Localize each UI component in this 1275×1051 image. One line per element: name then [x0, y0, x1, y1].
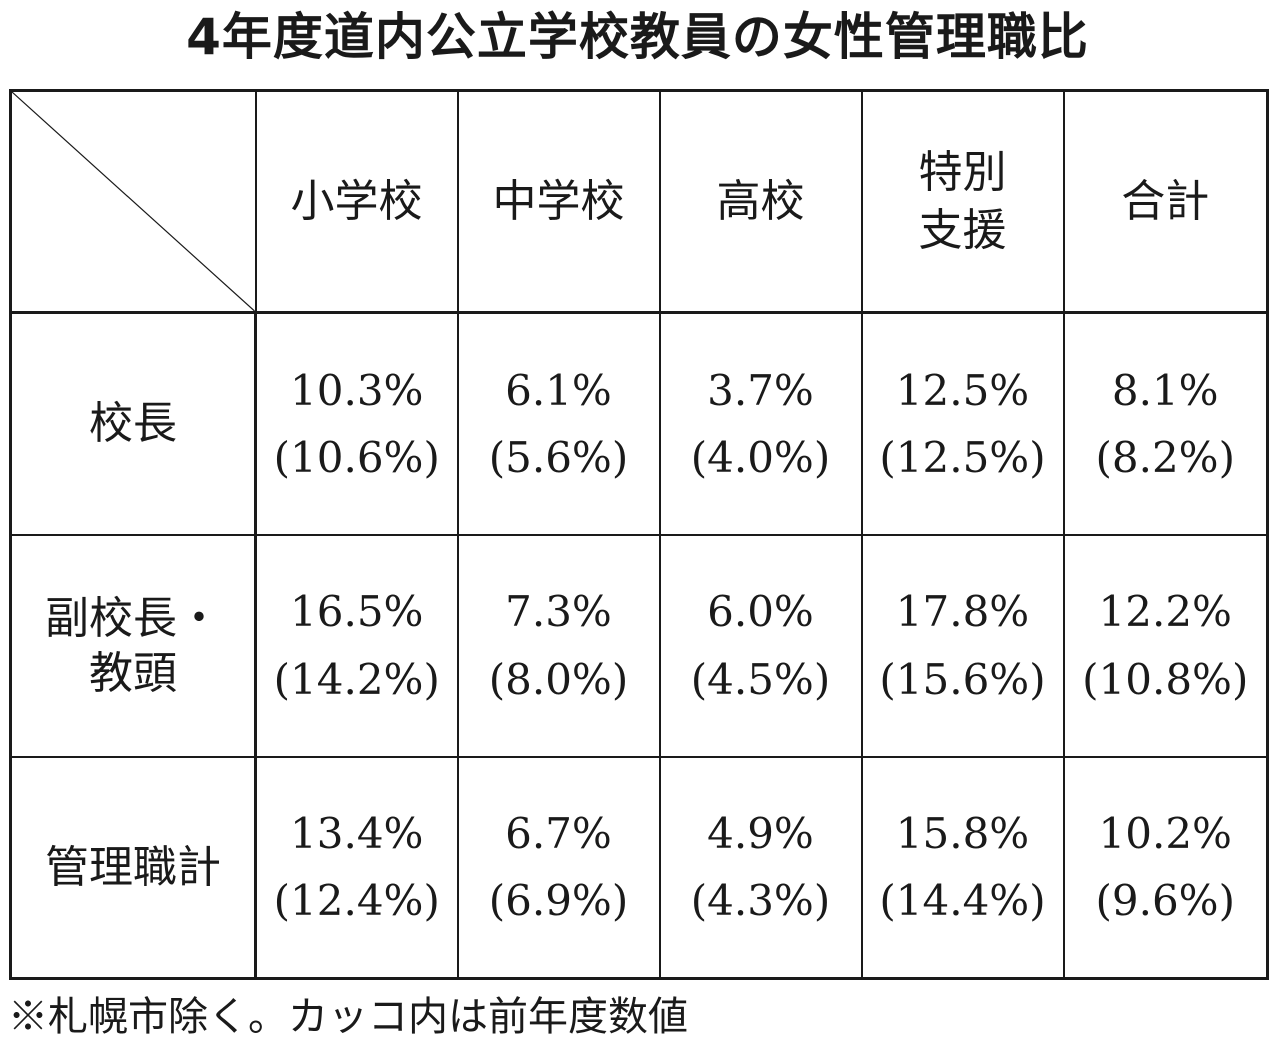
current-value: 16.5% [290, 587, 424, 637]
previous-value: (6.9%) [488, 876, 629, 926]
data-cell: 6.1% (5.6%) [456, 311, 661, 536]
current-value: 12.5% [895, 365, 1030, 415]
row-header-vice-principal: 副校長・ 教頭 [9, 533, 257, 758]
row-principal: 校長 10.3% (10.6%) 6.1% (5.6%) 3.7% (4.0%)… [9, 311, 1269, 536]
previous-value: (8.0%) [488, 654, 629, 704]
previous-value: (8.2%) [1095, 432, 1235, 482]
data-cell: 12.2% (10.8%) [1062, 533, 1269, 758]
current-value: 6.0% [707, 587, 814, 637]
ratio-table: 小学校 中学校 高校 特別 支援 合計 校長 10.3% (10.6%) 6.1… [9, 89, 1269, 980]
data-cell: 6.7% (6.9%) [456, 755, 661, 980]
current-value: 13.4% [290, 809, 424, 859]
column-header-total: 合計 [1062, 89, 1269, 314]
data-cell: 8.1% (8.2%) [1062, 311, 1269, 536]
row-header-line: 管理職計 [45, 841, 221, 893]
data-cell: 4.9% (4.3%) [658, 755, 863, 980]
previous-value: (12.4%) [273, 876, 440, 926]
column-header-junior-high: 中学校 [456, 89, 661, 314]
current-value: 12.2% [1098, 587, 1232, 637]
footnote: ※札幌市除く。カッコ内は前年度数値 [8, 994, 688, 1040]
column-header-high-school: 高校 [658, 89, 863, 314]
data-cell: 17.8% (15.6%) [860, 533, 1065, 758]
current-value: 4.9% [707, 809, 814, 859]
column-header-line: 中学校 [492, 175, 625, 227]
data-cell: 6.0% (4.5%) [658, 533, 863, 758]
data-cell: 10.2% (9.6%) [1062, 755, 1269, 980]
column-header-special-support: 特別 支援 [860, 89, 1065, 314]
previous-value: (4.3%) [690, 876, 831, 926]
row-header-line: 副校長・ [45, 592, 221, 644]
current-value: 7.3% [505, 587, 612, 637]
current-value: 17.8% [895, 587, 1030, 637]
row-header-line: 教頭 [89, 647, 177, 699]
column-header-line: 支援 [918, 204, 1007, 256]
previous-value: (10.8%) [1082, 654, 1249, 704]
row-vice-principal: 副校長・ 教頭 16.5% (14.2%) 7.3% (8.0%) 6.0% (… [9, 533, 1269, 758]
column-header-line: 特別 [918, 147, 1007, 199]
diagonal-line [12, 92, 255, 311]
current-value: 10.3% [290, 365, 424, 415]
chart-title: 4年度道内公立学校教員の女性管理職比 [186, 8, 1089, 66]
previous-value: (14.4%) [879, 876, 1046, 926]
previous-value: (4.5%) [690, 654, 831, 704]
previous-value: (14.2%) [273, 654, 440, 704]
current-value: 15.8% [895, 809, 1030, 859]
column-header-line: 高校 [716, 175, 805, 227]
current-value: 6.1% [505, 365, 612, 415]
previous-value: (5.6%) [488, 432, 629, 482]
previous-value: (10.6%) [273, 432, 440, 482]
row-header-management-total: 管理職計 [9, 755, 257, 980]
column-header-elementary: 小学校 [254, 89, 459, 314]
current-value: 8.1% [1111, 365, 1219, 415]
row-management-total: 管理職計 13.4% (12.4%) 6.7% (6.9%) 4.9% (4.3… [9, 755, 1269, 980]
row-header-line: 校長 [89, 398, 177, 450]
previous-value: (15.6%) [879, 654, 1046, 704]
data-cell: 7.3% (8.0%) [456, 533, 661, 758]
previous-value: (9.6%) [1095, 876, 1235, 926]
data-cell: 12.5% (12.5%) [860, 311, 1065, 536]
row-header-principal: 校長 [9, 311, 257, 536]
data-cell: 16.5% (14.2%) [254, 533, 459, 758]
column-header-line: 合計 [1121, 175, 1210, 227]
data-cell: 15.8% (14.4%) [860, 755, 1065, 980]
data-cell: 13.4% (12.4%) [254, 755, 459, 980]
corner-cell [9, 89, 257, 314]
data-cell: 10.3% (10.6%) [254, 311, 459, 536]
data-cell: 3.7% (4.0%) [658, 311, 863, 536]
current-value: 10.2% [1098, 809, 1232, 859]
previous-value: (4.0%) [690, 432, 831, 482]
header-row: 小学校 中学校 高校 特別 支援 合計 [9, 89, 1269, 314]
column-header-line: 小学校 [290, 175, 423, 227]
current-value: 3.7% [707, 365, 814, 415]
current-value: 6.7% [505, 809, 612, 859]
previous-value: (12.5%) [879, 432, 1046, 482]
